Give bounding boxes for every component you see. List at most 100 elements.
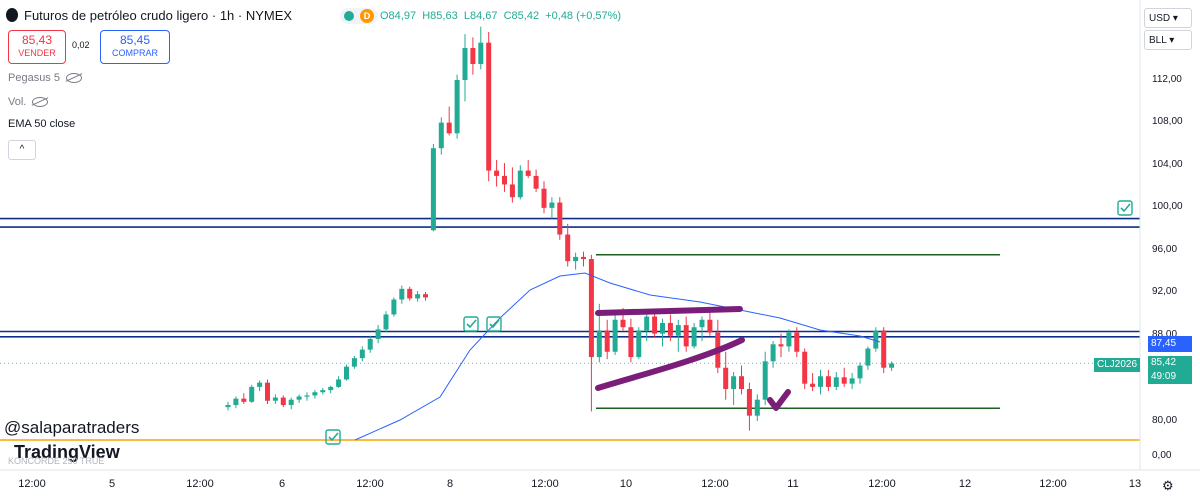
candle-body xyxy=(881,330,887,368)
x-tick-label: 11 xyxy=(787,478,799,490)
bar-countdown: 49:09 xyxy=(1151,371,1177,382)
indicator-pegasus[interactable]: Pegasus 5 xyxy=(8,72,82,84)
alert-check-icon xyxy=(466,319,477,329)
candle-body xyxy=(541,188,547,208)
candle-body xyxy=(320,390,326,393)
buy-price: 85,45 xyxy=(119,33,151,47)
y-tick-label: 100,00 xyxy=(1152,201,1183,212)
candle-body xyxy=(691,327,697,347)
x-tick-label: 12:00 xyxy=(18,478,46,490)
candle-body xyxy=(351,358,357,367)
candle-body xyxy=(628,327,634,358)
candle-body xyxy=(739,376,744,390)
candle-body xyxy=(636,330,642,358)
sell-button[interactable]: 85,43 VENDER xyxy=(8,30,66,64)
sell-price: 85,43 xyxy=(21,33,53,47)
candle-body xyxy=(675,325,681,336)
candle-body xyxy=(438,122,444,149)
candle-body xyxy=(454,80,460,134)
candle-body xyxy=(367,338,373,350)
ohlc-readout: O84,97 H85,63 L84,67 C85,42 +0,48 (+0,57… xyxy=(380,10,621,22)
candle-body xyxy=(802,351,808,384)
x-tick-label: 10 xyxy=(619,478,633,490)
candle-body xyxy=(723,367,729,390)
last-price: 85,42 xyxy=(1151,357,1177,368)
candle-body xyxy=(549,202,555,208)
candle-body xyxy=(344,366,349,380)
purple-check-stroke xyxy=(767,389,791,411)
candle-body xyxy=(446,122,452,134)
candle-body xyxy=(288,399,294,406)
alert-check-icon xyxy=(463,316,479,332)
candle-body xyxy=(494,170,500,176)
zero-label: 0,00 xyxy=(1152,450,1172,461)
eye-hidden-icon[interactable] xyxy=(32,97,49,108)
y-tick-label: 92,00 xyxy=(1152,286,1178,297)
market-open-icon xyxy=(344,11,354,21)
currency-select[interactable]: USD ▾ xyxy=(1144,8,1192,28)
candle-body xyxy=(328,386,334,391)
indicator-volume[interactable]: Vol. xyxy=(8,96,49,108)
y-tick-label: 104,00 xyxy=(1152,159,1183,170)
purple-top-stroke xyxy=(595,306,743,316)
x-tick-label: 5 xyxy=(108,478,116,490)
ema-layer xyxy=(354,272,881,441)
delay-badge: D xyxy=(360,9,374,23)
ohlc-open: O84,97 xyxy=(380,10,417,22)
author-watermark: @salaparatraders xyxy=(4,418,140,437)
candle-body xyxy=(399,288,405,300)
candle-body xyxy=(660,322,665,334)
candle-body xyxy=(336,379,342,387)
candle-body xyxy=(833,377,839,387)
unit-select[interactable]: BLL ▾ xyxy=(1144,30,1192,50)
candle-body xyxy=(478,42,484,65)
candle-body xyxy=(430,148,436,231)
candle-body xyxy=(565,234,571,262)
candle-body xyxy=(683,325,689,347)
candle-body xyxy=(359,349,365,359)
candle-body xyxy=(462,48,468,80)
candle-body xyxy=(525,170,531,176)
candle-body xyxy=(296,396,302,400)
y-tick-label: 80,00 xyxy=(1152,415,1178,426)
candle-body xyxy=(533,175,539,189)
candle-body xyxy=(596,330,602,358)
candle-body xyxy=(873,330,879,349)
ohlc-change: +0,48 (+0,57%) xyxy=(545,10,622,22)
koncorde-label: KONCORDE 250 TRUE xyxy=(8,456,105,466)
candle-body xyxy=(383,314,389,330)
candle-body xyxy=(233,398,239,406)
collapse-indicators-button[interactable]: ^ xyxy=(8,140,36,160)
y-tick-label: 108,00 xyxy=(1152,116,1183,127)
candle-body xyxy=(375,329,381,339)
gear-icon[interactable]: ⚙ xyxy=(1162,478,1174,493)
candle-body xyxy=(746,389,752,416)
candle-body xyxy=(502,175,507,185)
candle-body xyxy=(778,344,784,347)
status-pill[interactable]: D xyxy=(340,8,378,24)
drawings-layer xyxy=(325,200,1133,445)
x-tick-label: 12:00 xyxy=(868,478,896,490)
candle-body xyxy=(699,319,705,328)
x-tick-label: 8 xyxy=(446,478,454,490)
symbol-logo-icon xyxy=(6,8,18,22)
eye-hidden-icon[interactable] xyxy=(65,73,82,84)
candle-body xyxy=(391,299,397,315)
sell-label: VENDER xyxy=(18,48,56,58)
candle-body xyxy=(423,294,428,298)
x-tick-label: 13 xyxy=(1128,478,1142,490)
candle-body xyxy=(509,184,515,198)
symbol-title[interactable]: Futuros de petróleo crudo ligero · 1h · … xyxy=(24,8,293,23)
candle-body xyxy=(312,392,318,396)
candle-body xyxy=(612,319,618,352)
candle-body xyxy=(272,397,278,401)
candle-body xyxy=(810,383,816,387)
last-price-tag: 85,42 49:09 xyxy=(1148,356,1192,384)
indicator-ema[interactable]: EMA 50 close xyxy=(8,118,76,130)
spread-value: 0,02 xyxy=(72,40,90,50)
candle-body xyxy=(486,42,492,171)
x-tick-label: 12:00 xyxy=(186,478,214,490)
alert-check-icon xyxy=(1120,203,1131,213)
buy-button[interactable]: 85,45 COMPRAR xyxy=(100,30,170,64)
